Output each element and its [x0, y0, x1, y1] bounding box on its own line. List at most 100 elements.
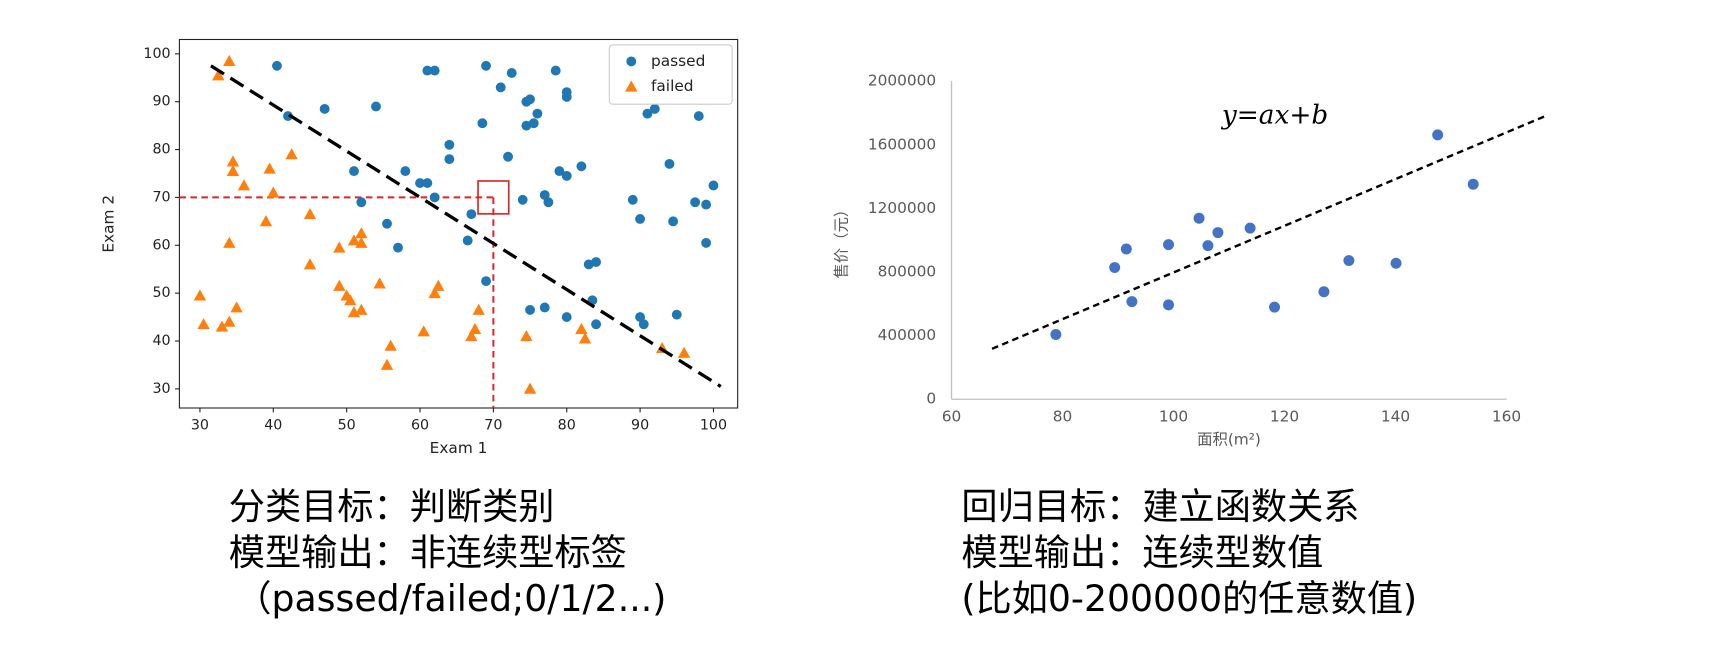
point: [349, 166, 359, 177]
point: [481, 60, 491, 71]
y-tick-label: 1200000: [868, 199, 936, 217]
x-axis-label: 面积(m²): [1197, 430, 1261, 448]
point: [1126, 296, 1138, 308]
point: [223, 54, 236, 66]
x-tick-label: 30: [191, 418, 209, 434]
point: [462, 235, 473, 246]
point: [333, 241, 346, 253]
point: [422, 65, 433, 76]
point: [393, 242, 403, 253]
point: [347, 234, 361, 246]
caption-line: (比如0-200000的任意数值): [961, 577, 1417, 620]
point: [373, 277, 386, 289]
point: [465, 330, 478, 342]
point: [532, 108, 543, 119]
y-tick-label: 100: [143, 46, 170, 62]
point: [1390, 257, 1402, 269]
y-tick-label: 2000000: [868, 72, 936, 90]
legend-label: passed: [651, 52, 705, 70]
point: [432, 279, 445, 291]
point: [444, 154, 455, 165]
caption-line: （passed/failed;0/1/2...): [235, 577, 666, 620]
point: [223, 315, 236, 327]
y-axis-label: 售价（元）: [832, 202, 850, 279]
point: [444, 139, 455, 150]
y-tick-label: 400000: [878, 326, 937, 344]
point: [230, 301, 243, 313]
caption-line: 回归目标：建立函数关系: [961, 485, 1359, 528]
point: [384, 339, 397, 351]
legend-label: failed: [651, 77, 694, 95]
y-tick-label: 0: [926, 390, 936, 408]
point: [481, 276, 491, 287]
x-tick-label: 60: [942, 407, 962, 425]
legend-marker: [625, 80, 638, 92]
point: [591, 319, 602, 330]
point: [701, 237, 712, 248]
y-tick-label: 40: [152, 333, 170, 349]
plot-frame: [178, 38, 739, 409]
point: [415, 178, 425, 188]
point: [429, 192, 440, 203]
point: [693, 111, 704, 121]
point: [1202, 240, 1214, 252]
annotation: y=ax+b: [1221, 100, 1328, 130]
x-axis-label: Exam 1: [430, 439, 488, 457]
point: [417, 325, 430, 337]
legend-marker: [626, 56, 637, 67]
point: [523, 382, 537, 394]
x-tick-label: 60: [411, 418, 429, 434]
point: [355, 236, 368, 248]
point: [344, 294, 357, 306]
point: [468, 322, 482, 334]
point: [677, 346, 691, 358]
x-tick-label: 80: [558, 418, 576, 434]
caption-line: 模型输出：连续型数值: [961, 531, 1323, 574]
point: [539, 302, 550, 313]
x-tick-label: 120: [1270, 407, 1299, 425]
caption-line: 模型输出：非连续型标签: [229, 531, 627, 574]
x-tick-label: 90: [631, 418, 649, 434]
point: [1269, 301, 1281, 313]
x-tick-label: 100: [1159, 407, 1188, 425]
point: [649, 103, 660, 114]
point: [267, 186, 280, 198]
point: [1163, 299, 1175, 311]
point: [382, 218, 392, 229]
point: [550, 65, 561, 76]
y-tick-label: 30: [152, 381, 170, 397]
x-tick-label: 100: [700, 418, 727, 434]
point: [263, 162, 276, 174]
point: [561, 91, 572, 102]
point: [578, 332, 592, 344]
reference-box: [477, 180, 510, 215]
point: [380, 358, 394, 370]
point: [576, 161, 587, 172]
point: [525, 304, 535, 315]
point: [237, 179, 251, 191]
x-tick-label: 160: [1492, 407, 1521, 425]
point: [543, 197, 554, 208]
point: [1109, 262, 1121, 274]
point: [283, 111, 293, 121]
point: [561, 170, 572, 181]
y-tick-label: 70: [152, 189, 170, 205]
y-axis-label: Exam 2: [100, 195, 118, 253]
point: [272, 60, 282, 71]
point: [371, 101, 381, 112]
point: [226, 164, 240, 177]
point: [554, 166, 565, 177]
point: [303, 258, 317, 270]
point: [668, 216, 679, 227]
y-tick-label: 1600000: [868, 135, 936, 153]
point: [422, 178, 433, 188]
point: [664, 158, 675, 169]
point: [223, 236, 236, 248]
y-tick-label: 60: [152, 237, 170, 253]
point: [215, 320, 229, 332]
point: [333, 279, 346, 291]
point: [528, 118, 539, 129]
point: [1050, 329, 1062, 340]
